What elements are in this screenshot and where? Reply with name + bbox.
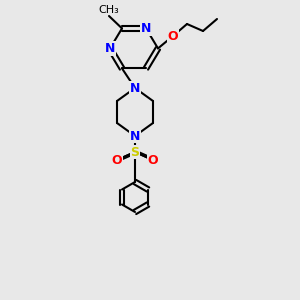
Text: O: O: [112, 154, 122, 166]
Text: N: N: [105, 42, 115, 55]
Text: N: N: [130, 82, 140, 94]
Text: N: N: [141, 22, 151, 35]
Text: CH₃: CH₃: [99, 5, 119, 15]
Text: O: O: [168, 29, 178, 43]
Text: S: S: [130, 146, 140, 158]
Text: O: O: [148, 154, 158, 166]
Text: N: N: [130, 130, 140, 142]
